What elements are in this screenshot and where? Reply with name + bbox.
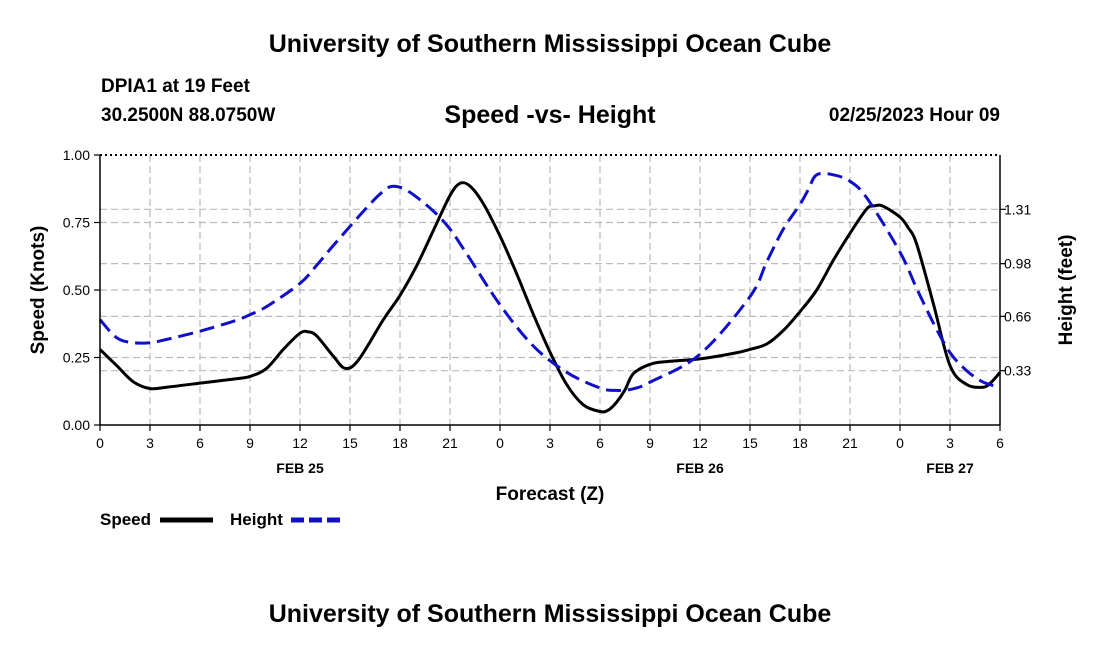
x-tick-label: 0 [496,435,504,451]
legend: Speed Height [100,510,344,529]
series-lines [98,171,1002,414]
x-tick-label: 12 [692,435,708,451]
x-tick-label: 9 [646,435,654,451]
y-tick-label: 0.00 [63,417,90,433]
y-tick-label: 0.75 [63,215,90,231]
y2-tick-label: 0.66 [1004,308,1031,324]
x-tick-label: 3 [946,435,954,451]
x-tick-label: 12 [292,435,308,451]
datestamp-label: 02/25/2023 Hour 09 [828,105,1000,126]
x-tick-label: 6 [596,435,604,451]
x-tick-label: 3 [146,435,154,451]
y2-axis-label: Height (feet) [1056,235,1077,346]
x-tick-label: 18 [792,435,808,451]
y2-tick-label: 1.31 [1004,201,1031,217]
legend-speed-label: Speed [100,510,151,529]
x-tick-label: 15 [342,435,358,451]
y2-tick-label: 0.98 [1004,256,1031,272]
x-tick-label: 9 [246,435,254,451]
date-label: FEB 25 [276,460,324,476]
y-tick-label: 1.00 [63,147,90,163]
x-tick-label: 6 [996,435,1004,451]
chart-footer-title: University of Southern Mississippi Ocean… [268,600,832,628]
x-tick-label: 21 [442,435,458,451]
grid [100,155,1000,425]
x-tick-label: 18 [392,435,408,451]
x-tick-label: 0 [896,435,904,451]
y-tick-label: 0.25 [63,350,90,366]
x-tick-label: 15 [742,435,758,451]
date-label: FEB 26 [676,460,724,476]
station-label: DPIA1 at 19 Feet [101,76,250,97]
y2-tick-label: 0.33 [1004,363,1031,379]
x-tick-label: 0 [96,435,104,451]
x-tick-label: 21 [842,435,858,451]
x-tick-label: 3 [546,435,554,451]
chart-subtitle: Speed -vs- Height [444,101,656,129]
chart-main-title: University of Southern Mississippi Ocean… [268,30,832,58]
legend-height-label: Height [230,510,283,529]
date-label: FEB 27 [926,460,974,476]
coordinates-label: 30.2500N 88.0750W [101,105,276,126]
speed-series-line [98,181,1002,414]
axis-ticks: 0 3 6 9 12 15 18 21 0 3 6 9 12 15 18 21 0 3 6 FEB 25 FEB 26 F… [63,147,1032,476]
y-axis-label: Speed (Knots) [28,226,49,355]
height-series-line [98,171,1001,392]
x-tick-label: 6 [196,435,204,451]
y-tick-label: 0.50 [63,282,90,298]
x-axis-label: Forecast (Z) [496,484,605,505]
